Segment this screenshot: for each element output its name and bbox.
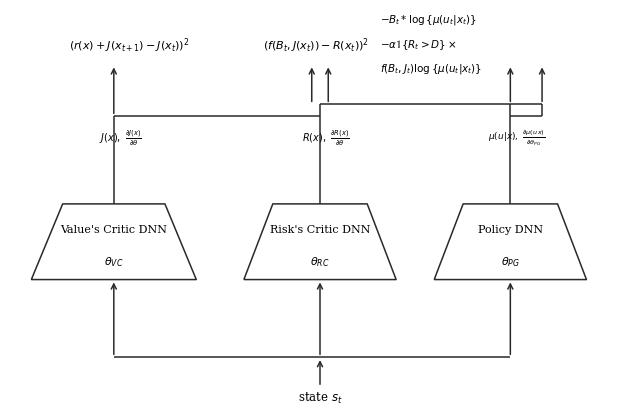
Text: Value's Critic DNN: Value's Critic DNN bbox=[60, 225, 167, 235]
Text: Policy DNN: Policy DNN bbox=[478, 225, 543, 235]
Text: $\mu(u|x),\ \frac{\partial \mu(u\,x)}{\partial \theta_{PG}}$: $\mu(u|x),\ \frac{\partial \mu(u\,x)}{\p… bbox=[488, 129, 545, 148]
Text: Risk's Critic DNN: Risk's Critic DNN bbox=[269, 225, 371, 235]
Text: $J(x),\ \frac{\partial J(x)}{\partial \theta}$: $J(x),\ \frac{\partial J(x)}{\partial \t… bbox=[99, 129, 141, 148]
Text: $\theta_{VC}$: $\theta_{VC}$ bbox=[104, 255, 124, 268]
Text: $f(B_t,J_t)\log\{\mu(u_t|x_t)\}$: $f(B_t,J_t)\log\{\mu(u_t|x_t)\}$ bbox=[380, 62, 483, 76]
Text: state $s_t$: state $s_t$ bbox=[298, 391, 342, 406]
Text: $-B_t*\log\{\mu(u_t|x_t)\}$: $-B_t*\log\{\mu(u_t|x_t)\}$ bbox=[380, 13, 477, 27]
Text: $(r(x)+J(x_{t+1})-J(x_t))^2$: $(r(x)+J(x_{t+1})-J(x_t))^2$ bbox=[69, 36, 190, 55]
Text: $(f(B_t,J(x_t))-R(x_t))^2$: $(f(B_t,J(x_t))-R(x_t))^2$ bbox=[263, 36, 369, 55]
Text: $\theta_{PG}$: $\theta_{PG}$ bbox=[500, 255, 520, 268]
Text: $\theta_{RC}$: $\theta_{RC}$ bbox=[310, 255, 330, 268]
Text: $-\alpha\mathbb{1}\{R_t>D\}\times$: $-\alpha\mathbb{1}\{R_t>D\}\times$ bbox=[380, 38, 457, 52]
Text: $R(x),\ \frac{\partial R(x)}{\partial \theta}$: $R(x),\ \frac{\partial R(x)}{\partial \t… bbox=[302, 129, 350, 148]
